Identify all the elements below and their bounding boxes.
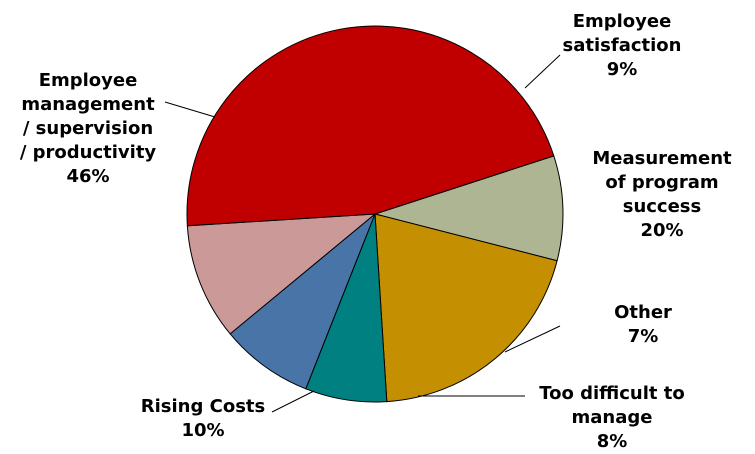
pie-slice-employee	[373, 155, 564, 262]
leader-line-employee	[164, 101, 216, 118]
slice-label-line: Too difficult to	[539, 383, 685, 404]
leader-line-other	[504, 325, 561, 353]
slice-label-line: success	[623, 196, 702, 217]
slice-label-too-difficult-to: Too difficult to manage 8%	[539, 383, 685, 452]
leader-line-employee	[524, 54, 561, 89]
leader-line-rising-costs	[271, 390, 315, 413]
slice-label-line: Measurement	[592, 148, 732, 169]
slice-percent: 20%	[640, 220, 683, 241]
slice-label-employee: Employee management / supervision / product…	[20, 70, 157, 187]
slice-label-line: / supervision	[23, 118, 153, 139]
slice-label-line: Employee	[39, 70, 138, 91]
slice-percent: 8%	[597, 431, 628, 452]
slice-label-line: manage	[572, 407, 653, 428]
slice-label-line: Rising Costs	[141, 396, 266, 417]
slice-label-other: Other 7%	[614, 302, 672, 347]
slice-percent: 7%	[628, 326, 659, 347]
slice-label-line: / productivity	[20, 142, 157, 163]
slice-label-employee: Employee satisfaction 9%	[563, 11, 682, 80]
slice-label-line: Other	[614, 302, 672, 323]
slice-percent: 10%	[181, 420, 224, 441]
slice-label-line: of program	[605, 172, 718, 193]
slice-label-line: management	[21, 94, 155, 115]
pie-slice-measurement	[374, 213, 558, 403]
pie-slice-employee	[186, 25, 555, 227]
pie-slice-too-difficult-to	[229, 213, 376, 390]
slice-percent: 9%	[607, 59, 638, 80]
slice-label-line: satisfaction	[563, 35, 682, 56]
slice-label-measurement: Measurement of program success 20%	[592, 148, 732, 241]
slice-label-line: Employee	[573, 11, 672, 32]
slice-percent: 46%	[66, 166, 109, 187]
slice-label-rising-costs: Rising Costs 10%	[141, 396, 266, 441]
pie-slice-rising-costs	[186, 213, 377, 335]
